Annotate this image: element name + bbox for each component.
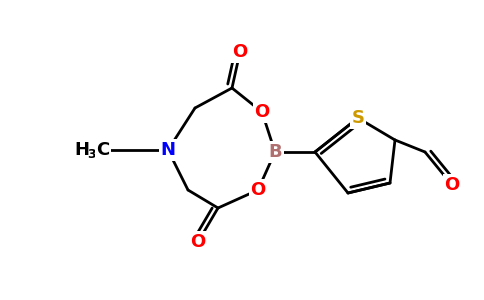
Text: O: O bbox=[255, 103, 270, 121]
Text: N: N bbox=[161, 141, 176, 159]
Text: 3: 3 bbox=[88, 148, 96, 160]
Text: B: B bbox=[268, 143, 282, 161]
Text: O: O bbox=[232, 43, 248, 61]
Text: H: H bbox=[75, 141, 90, 159]
Text: O: O bbox=[250, 181, 266, 199]
Text: O: O bbox=[444, 176, 460, 194]
Text: S: S bbox=[351, 109, 364, 127]
Text: O: O bbox=[190, 233, 206, 251]
Text: C: C bbox=[96, 141, 109, 159]
